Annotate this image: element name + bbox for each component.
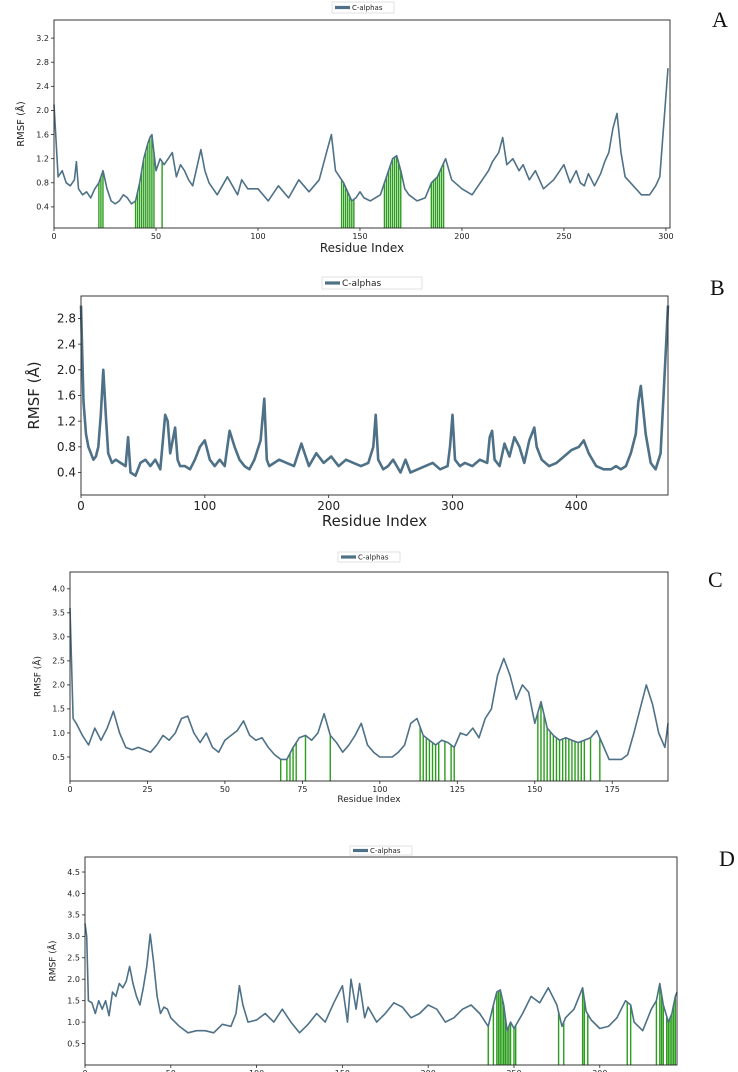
- y-axis-title: RMSF (Å): [14, 101, 27, 147]
- legend-c: C-alphas: [337, 551, 401, 563]
- x-tick-label: 175: [605, 785, 620, 794]
- y-tick-label: 3.2: [36, 34, 49, 43]
- y-tick-label: 0.5: [52, 753, 65, 762]
- x-tick-label: 200: [454, 232, 469, 241]
- plot-frame: [80, 295, 669, 496]
- x-tick-label: 250: [556, 232, 571, 241]
- x-tick-label: 150: [527, 785, 542, 794]
- rmsf-series-line: [79, 305, 670, 478]
- x-tick-label: 100: [372, 785, 387, 794]
- y-tick-label: 2.8: [36, 58, 49, 67]
- y-tick-label: 2.0: [52, 681, 65, 690]
- legend-label: C-alphas: [358, 554, 389, 562]
- y-tick-label: 0.4: [36, 203, 49, 212]
- y-tick-label: 1.2: [36, 154, 49, 163]
- y-tick-label: 2.5: [67, 954, 80, 963]
- y-tick-label: 1.6: [36, 130, 49, 139]
- panel-label-b: B: [710, 275, 725, 300]
- y-axis-title: RMSF (Å): [32, 656, 44, 697]
- rmsf-series-line: [53, 68, 669, 205]
- panel-label-c: C: [708, 567, 723, 592]
- y-tick-label: 2.0: [57, 363, 76, 377]
- legend-label: C-alphas: [352, 4, 383, 12]
- legend-b: C-alphas: [321, 276, 423, 290]
- y-tick-label: 2.5: [52, 657, 65, 666]
- y-tick-label: 0.8: [57, 440, 76, 454]
- x-tick-label: 75: [297, 785, 307, 794]
- x-tick-label: 200: [317, 499, 340, 513]
- rmsf-series-line: [69, 607, 669, 761]
- y-tick-label: 0.4: [57, 466, 76, 480]
- y-tick-label: 1.5: [52, 705, 65, 714]
- x-tick-label: 100: [249, 1069, 264, 1072]
- legend-a: C-alphas: [331, 1, 395, 14]
- y-tick-label: 1.0: [52, 729, 65, 738]
- plot-frame: [84, 856, 678, 1066]
- panel-label-d: D: [719, 846, 735, 871]
- y-tick-label: 2.0: [36, 106, 49, 115]
- x-tick-label: 400: [565, 499, 588, 513]
- y-tick-label: 3.5: [67, 911, 80, 920]
- x-tick-label: 0: [77, 499, 85, 513]
- x-tick-label: 100: [250, 232, 265, 241]
- y-tick-label: 2.8: [57, 312, 76, 326]
- legend-label: C-alphas: [342, 279, 381, 289]
- x-tick-label: 50: [220, 785, 230, 794]
- panel-label-a: A: [712, 7, 728, 32]
- x-tick-label: 0: [67, 785, 72, 794]
- y-tick-label: 1.0: [67, 1018, 80, 1027]
- y-tick-label: 0.5: [67, 1039, 80, 1048]
- x-axis-title: Residue Index: [322, 512, 427, 530]
- y-tick-label: 3.5: [52, 609, 65, 618]
- y-tick-label: 2.4: [57, 337, 76, 351]
- y-tick-label: 1.5: [67, 996, 80, 1005]
- y-tick-label: 2.4: [36, 82, 49, 91]
- chart-a: C-alphas 0 50 100 150 200 250 300 0.4 0.8 1.2 1.6 2.…: [14, 1, 674, 255]
- legend-box: [321, 276, 423, 290]
- y-tick-label: 3.0: [52, 633, 65, 642]
- chart-b: C-alphas 0 100 200 300 400 0.4 0.8 1.2 1.6 2.0 2.4 2…: [24, 276, 670, 530]
- x-tick-label: 0: [51, 232, 56, 241]
- x-tick-label: 125: [450, 785, 465, 794]
- y-axis-title: RMSF (Å): [24, 361, 43, 429]
- legend-label: C-alphas: [370, 847, 401, 855]
- plot-frame: [53, 19, 671, 229]
- x-tick-label: 25: [142, 785, 152, 794]
- x-tick-label: 150: [335, 1069, 350, 1072]
- x-tick-label: 100: [193, 499, 216, 513]
- y-tick-label: 3.0: [67, 932, 80, 941]
- x-tick-label: 0: [82, 1069, 87, 1072]
- x-tick-label: 300: [441, 499, 464, 513]
- x-axis-title: Residue Index: [320, 241, 404, 255]
- x-tick-label: 200: [421, 1069, 436, 1072]
- y-tick-label: 0.8: [36, 179, 49, 188]
- chart-c: C-alphas 0 25 50 75 100 125 150 175 0.5 1.0 1.5 2.0 2…: [32, 551, 669, 805]
- y-tick-label: 4.0: [67, 889, 80, 898]
- y-axis-title: RMSF (Å): [47, 941, 59, 982]
- y-tick-label: 4.5: [67, 868, 80, 877]
- x-tick-label: 150: [352, 232, 367, 241]
- legend-box: [337, 551, 401, 563]
- x-tick-label: 300: [592, 1069, 607, 1072]
- x-tick-label: 50: [166, 1069, 176, 1072]
- legend-d: C-alphas: [349, 845, 413, 856]
- x-axis-title: Residue Index: [337, 795, 401, 805]
- x-tick-label: 250: [506, 1069, 521, 1072]
- legend-box: [331, 1, 395, 14]
- rmsf-series-line: [84, 923, 678, 1034]
- x-tick-label: 300: [658, 232, 673, 241]
- y-tick-label: 2.0: [67, 975, 80, 984]
- chart-d: C-alphas 0 50 100 150 200 250 300 0.5 1.0 1.5 2.0 2.…: [47, 845, 678, 1072]
- y-tick-label: 1.2: [57, 414, 76, 428]
- y-tick-label: 4.0: [52, 585, 65, 594]
- plot-frame: [69, 571, 669, 782]
- legend-box: [349, 845, 413, 856]
- x-tick-label: 50: [151, 232, 161, 241]
- y-tick-label: 1.6: [57, 389, 76, 403]
